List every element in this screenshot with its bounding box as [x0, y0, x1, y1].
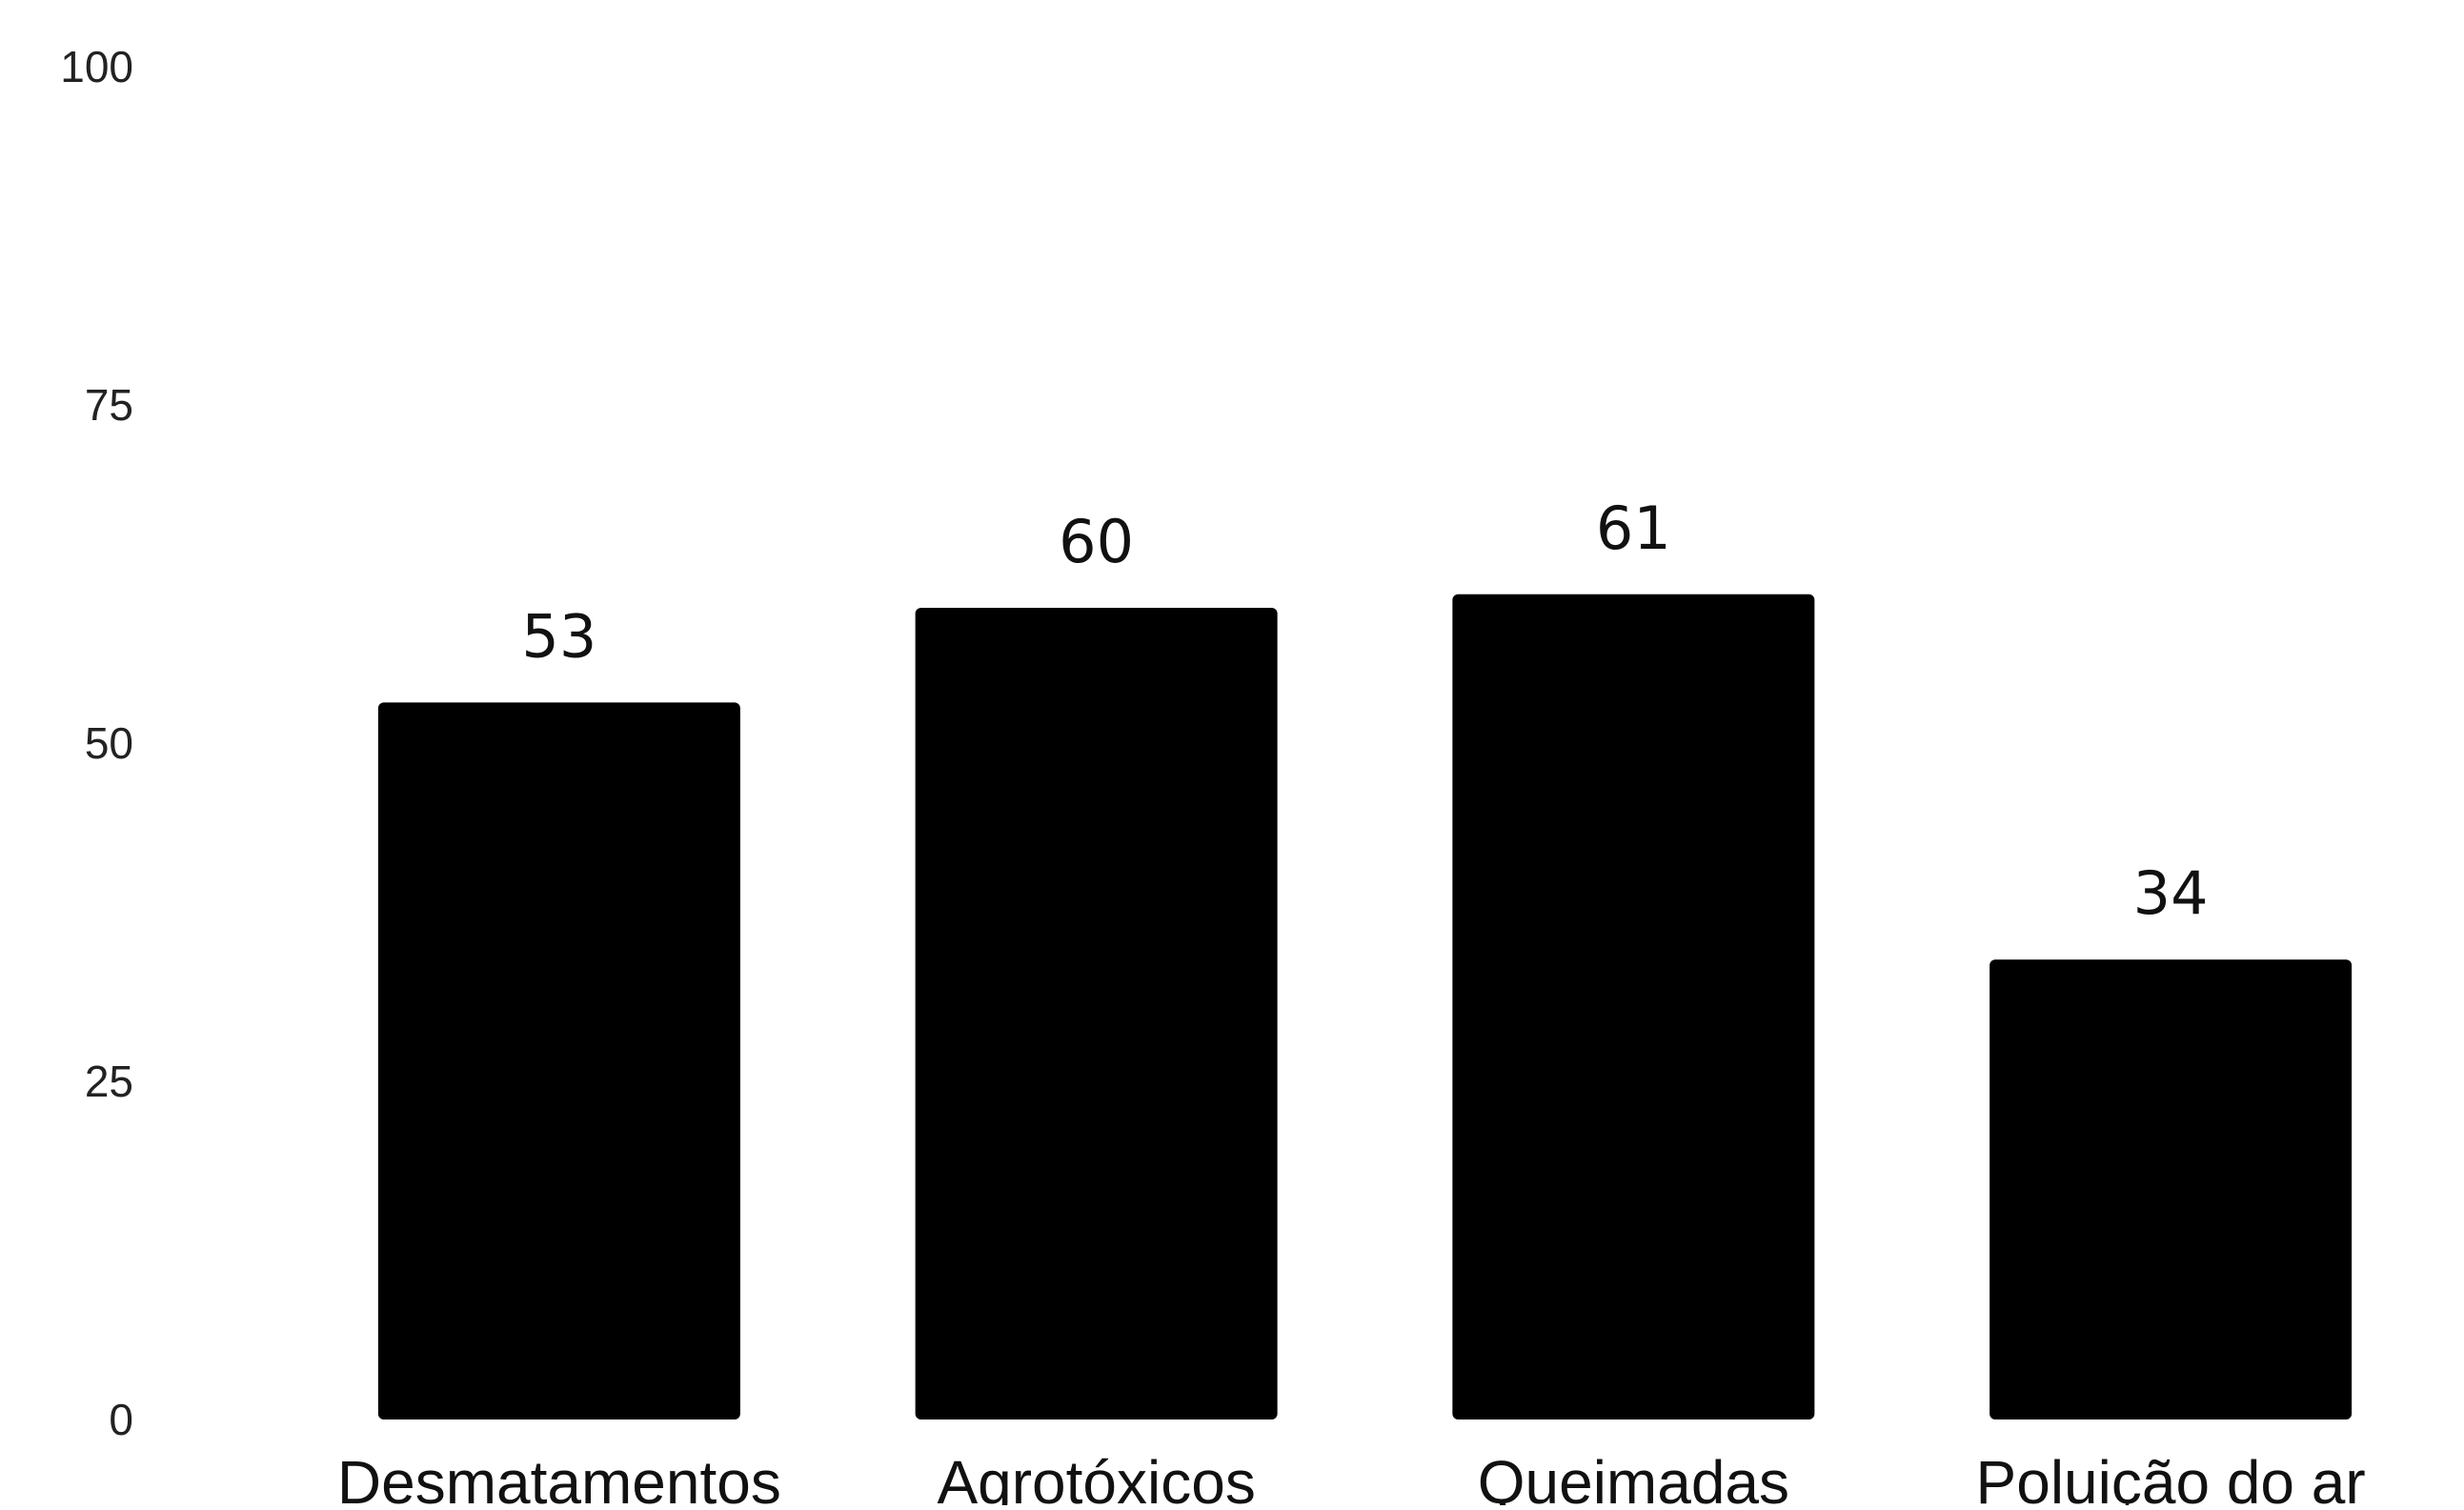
x-tick-label: Agrotóxicos [937, 1448, 1255, 1505]
data-label: 34 [2133, 858, 2209, 928]
y-tick-label: 75 [85, 380, 133, 430]
bar [377, 702, 740, 1419]
y-tick-label: 25 [85, 1057, 133, 1106]
y-tick-label: 50 [85, 718, 133, 768]
x-tick-label: Poluição do ar [1976, 1448, 2366, 1505]
data-label: 61 [1596, 493, 1671, 563]
x-tick-label: Queimadas [1478, 1448, 1789, 1505]
data-labels-group: 53 60 61 34 [521, 493, 2208, 928]
bars-group [377, 594, 2353, 1419]
bar [915, 608, 1278, 1419]
x-tick-label: Desmatamentos [337, 1448, 781, 1505]
y-axis-ticks: 0 25 50 75 100 [60, 42, 133, 1444]
data-label: 60 [1059, 507, 1134, 576]
x-axis-ticks: Desmatamentos Agrotóxicos Queimadas Poluiçã… [337, 1448, 2366, 1510]
bar [1452, 594, 1815, 1419]
bar [1989, 959, 2353, 1419]
data-label: 53 [521, 601, 596, 671]
y-tick-label: 0 [109, 1395, 133, 1444]
y-tick-label: 100 [60, 42, 133, 91]
